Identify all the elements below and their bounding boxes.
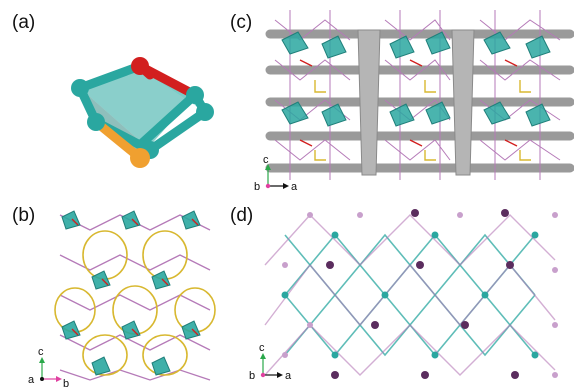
framework-view-c: c b a: [254, 10, 574, 193]
panel-label-b: (b): [12, 205, 36, 226]
axis-triad-b: c a b: [28, 346, 69, 390]
panel-d: (d): [230, 195, 574, 390]
panel-label-c: (c): [230, 12, 253, 33]
axis-label-vertical-b: c: [38, 346, 44, 358]
net-topology-view-d: c b a: [249, 209, 558, 382]
panel-label-d: (d): [230, 205, 254, 226]
axis-label-horizontal-d: a: [285, 370, 292, 382]
axis-label-origin-b: a: [28, 374, 35, 386]
axis-triad-c: c b a: [254, 154, 298, 193]
panel-c: (c): [230, 0, 574, 195]
axis-label-horizontal-b: b: [63, 378, 69, 390]
framework-view-b: c a b: [28, 210, 216, 390]
axis-label-vertical-d: c: [259, 342, 265, 354]
panel-a: (a): [0, 0, 230, 190]
axis-label-vertical-c: c: [263, 154, 269, 166]
axis-label-origin-c: b: [254, 181, 260, 193]
axis-label-horizontal-c: a: [291, 181, 298, 193]
cluster-illustration: [71, 57, 214, 168]
axis-label-origin-d: b: [249, 370, 255, 382]
panel-b: (b): [0, 195, 235, 390]
axis-triad-d: c b a: [249, 342, 292, 382]
panel-label-a: (a): [12, 12, 36, 33]
